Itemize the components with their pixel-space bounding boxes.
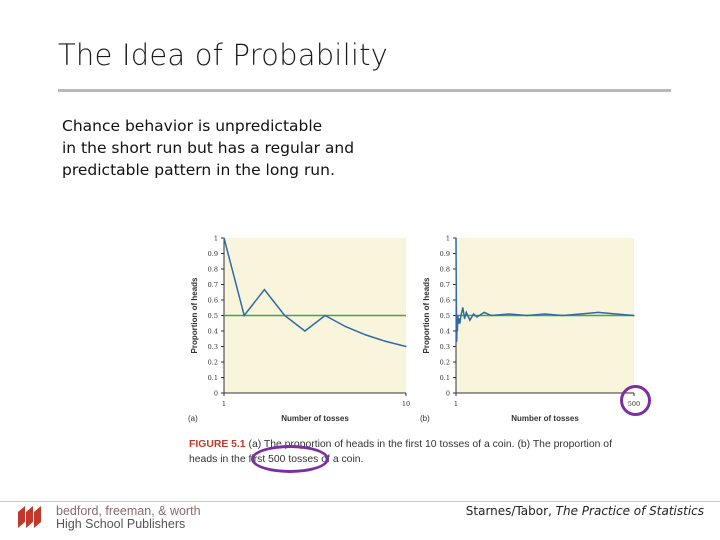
data-point — [508, 313, 510, 315]
y-tick-label: 0.6 — [208, 297, 218, 305]
data-point — [483, 311, 485, 313]
y-tick-label: 0.2 — [440, 359, 450, 367]
y-axis-title: Proportion of heads — [422, 277, 431, 354]
data-point — [615, 313, 617, 315]
y-tick-label: 0.5 — [208, 312, 218, 320]
data-point — [462, 307, 464, 309]
data-point — [472, 313, 475, 315]
y-tick-label: 0.7 — [440, 281, 450, 289]
caption-label: FIGURE 5.1 — [189, 439, 246, 450]
y-tick-label: 0.9 — [440, 250, 450, 258]
data-point — [465, 311, 467, 313]
series-line — [223, 237, 407, 348]
x-axis-title: Number of tosses — [281, 414, 349, 423]
slide-title: The Idea of Probability — [58, 38, 389, 72]
data-point — [458, 318, 460, 320]
publisher-mark-icon — [18, 506, 41, 528]
data-point — [456, 330, 459, 332]
data-point — [469, 319, 471, 321]
body-line: predictable pattern in the long run. — [62, 161, 335, 179]
data-point — [385, 340, 387, 342]
y-tick-label: 0.3 — [440, 343, 450, 351]
data-point — [476, 316, 478, 318]
y-tick-label: 0.2 — [208, 359, 218, 367]
data-point — [456, 340, 458, 342]
y-tick-label: 0.8 — [440, 266, 450, 274]
data-point — [284, 314, 286, 317]
y-tick-label: 0 — [446, 390, 450, 398]
y-tick-label: 0.6 — [440, 297, 450, 305]
data-point — [562, 314, 564, 317]
footer-divider — [0, 501, 720, 502]
credit-authors: Starnes/Tabor, — [465, 504, 556, 518]
data-point — [243, 314, 245, 317]
x-tick-label: 1 — [222, 400, 226, 408]
y-tick-label: 0.1 — [440, 374, 450, 382]
y-tick-label: 0.5 — [440, 312, 450, 320]
data-point — [364, 334, 367, 336]
x-axis-title: Number of tosses — [511, 414, 579, 423]
data-point — [490, 314, 492, 317]
x-tick-label: 10 — [402, 400, 410, 408]
data-point — [463, 318, 466, 320]
y-tick-label: 1 — [446, 235, 450, 243]
data-point — [457, 322, 460, 324]
credit-book-title: The Practice of Statistics — [555, 504, 704, 518]
footer-credit: Starnes/Tabor, The Practice of Statistic… — [466, 504, 704, 518]
data-point — [544, 313, 546, 315]
title-divider — [58, 89, 671, 92]
y-tick-label: 0.1 — [208, 374, 218, 382]
data-point — [459, 322, 461, 324]
data-point — [455, 237, 457, 239]
data-point — [579, 313, 582, 315]
data-point — [405, 345, 407, 348]
y-tick-label: 0.9 — [208, 250, 218, 258]
y-tick-label: 0 — [214, 390, 218, 398]
series-line — [455, 237, 635, 342]
data-point — [304, 330, 306, 332]
data-point — [597, 311, 599, 313]
data-point — [324, 314, 326, 317]
highlight-circle-500-tosses — [251, 445, 329, 473]
y-tick-label: 1 — [214, 235, 218, 243]
figure-5-1: 00.10.20.30.40.50.60.70.80.911 10Proporti… — [188, 235, 640, 424]
body-line: Chance behavior is unpredictable — [62, 117, 323, 135]
y-tick-label: 0.8 — [208, 266, 218, 274]
panel-label: (a) — [188, 414, 198, 423]
highlight-circle-500-tick — [620, 385, 651, 416]
data-point — [263, 289, 266, 291]
publisher-imprint: High School Publishers — [56, 517, 186, 531]
y-tick-label: 0.4 — [440, 328, 450, 336]
y-axis-title: Proportion of heads — [190, 277, 199, 354]
panel-label: (b) — [420, 414, 430, 423]
x-tick-label: 1 — [454, 400, 458, 408]
publisher-name: bedford, freeman, & worth — [56, 504, 201, 518]
y-tick-label: 0.7 — [208, 281, 218, 289]
data-point — [344, 325, 346, 328]
publisher-logo: bedford, freeman, & worth High School Pu… — [16, 504, 201, 534]
data-point — [223, 237, 225, 239]
body-text: Chance behavior is unpredictable in the … — [62, 115, 422, 181]
body-line: in the short run but has a regular and — [62, 139, 355, 157]
data-point — [460, 314, 462, 317]
data-point — [633, 314, 635, 317]
y-tick-label: 0.4 — [208, 328, 218, 336]
y-tick-label: 0.3 — [208, 343, 218, 351]
data-point — [526, 314, 528, 317]
data-point — [457, 314, 459, 317]
